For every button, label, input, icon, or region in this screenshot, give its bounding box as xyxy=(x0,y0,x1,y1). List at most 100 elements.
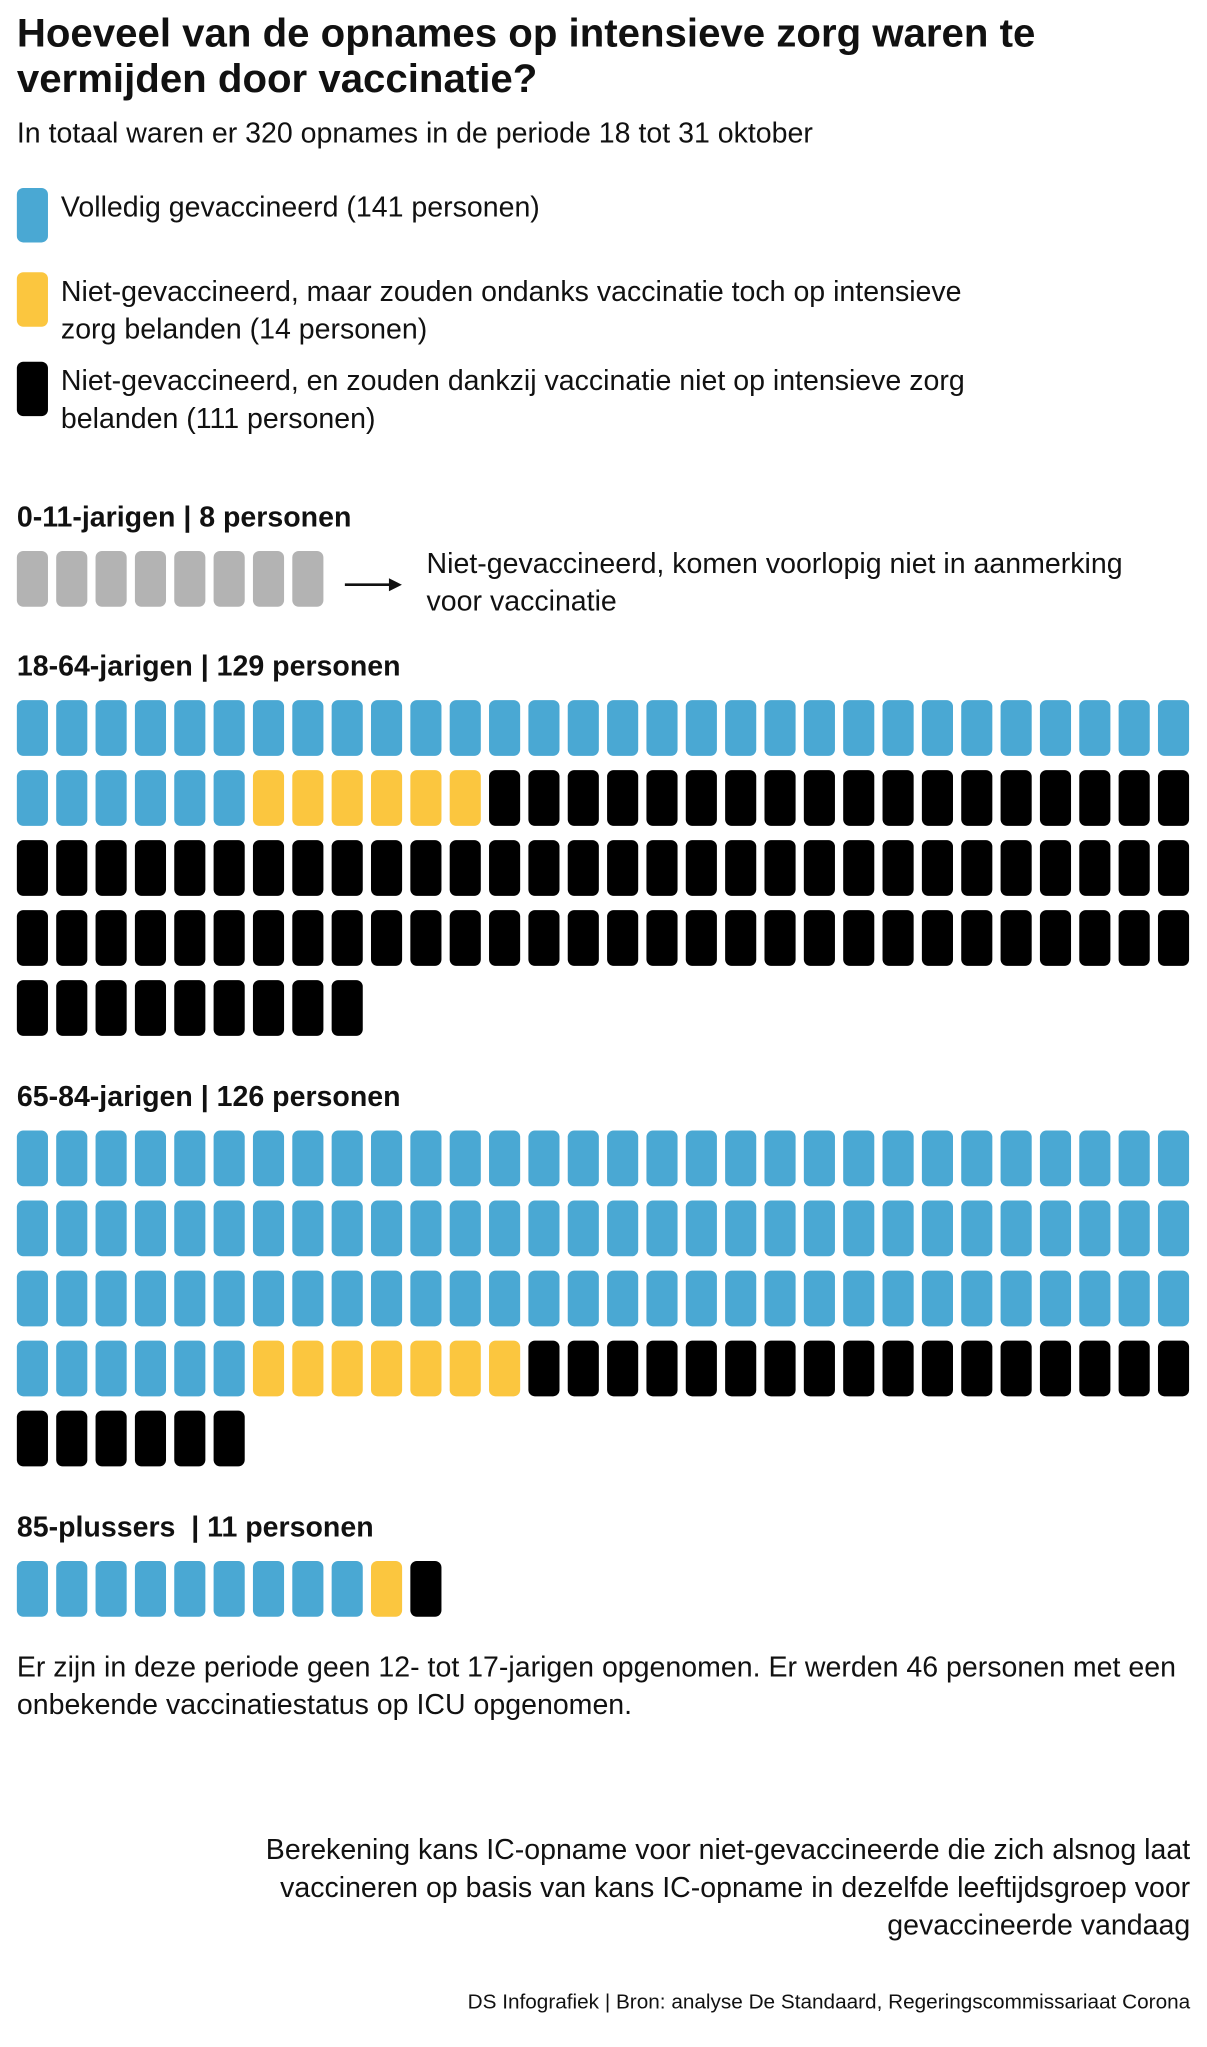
waffle-cell-85-plus-avoidable xyxy=(410,1560,442,1617)
waffle-cell-65-84-vaccinated xyxy=(292,1130,324,1187)
waffle-cell-65-84-avoidable xyxy=(725,1340,757,1397)
waffle-cell-18-64-vaccinated xyxy=(843,700,875,756)
waffle-cell-18-64-avoidable xyxy=(489,770,521,826)
waffle-cell-18-64-avoidable xyxy=(1118,840,1150,896)
waffle-cell-65-84-avoidable xyxy=(921,1340,953,1397)
waffle-cell-18-64-vaccinated xyxy=(646,700,678,756)
waffle-cell-18-64-avoidable xyxy=(213,910,245,966)
waffle-cell-18-64-avoidable xyxy=(370,840,403,896)
waffle-cell-18-64-avoidable xyxy=(1157,770,1190,826)
waffle-cell-65-84-vaccinated xyxy=(646,1130,678,1187)
waffle-cell-65-84-vaccinated xyxy=(174,1130,206,1187)
waffle-cell-18-64-avoidable xyxy=(803,770,835,826)
waffle-cell-65-84-avoidable xyxy=(646,1340,678,1397)
waffle-cell-65-84-vaccinated xyxy=(370,1200,403,1257)
waffle-cell-65-84-vaccinated xyxy=(56,1130,88,1187)
group-title-0-11: 0-11-jarigen | 8 personen xyxy=(16,500,352,533)
waffle-cell-0-11-not-eligible xyxy=(56,551,88,607)
waffle-cell-65-84-vaccinated xyxy=(882,1270,914,1327)
waffle-cell-18-64-avoidable xyxy=(292,980,324,1036)
waffle-cell-18-64-unavoidable xyxy=(252,770,285,826)
waffle-cell-18-64-avoidable xyxy=(134,980,167,1036)
waffle-cell-18-64-vaccinated xyxy=(95,700,127,756)
waffle-cell-85-plus-vaccinated xyxy=(16,1560,48,1617)
waffle-cell-65-84-vaccinated xyxy=(213,1340,245,1397)
waffle-cell-18-64-avoidable xyxy=(646,770,678,826)
waffle-cell-65-84-avoidable xyxy=(685,1340,717,1397)
waffle-cell-18-64-avoidable xyxy=(292,840,324,896)
waffle-cell-18-64-avoidable xyxy=(449,910,481,966)
waffle-cell-65-84-vaccinated xyxy=(1079,1270,1111,1327)
waffle-cell-65-84-unavoidable xyxy=(489,1340,521,1397)
waffle-cell-65-84-vaccinated xyxy=(843,1200,875,1257)
waffle-cell-65-84-avoidable xyxy=(1118,1340,1150,1397)
waffle-cell-18-64-avoidable xyxy=(213,840,245,896)
waffle-cell-65-84-vaccinated xyxy=(725,1200,757,1257)
waffle-cell-18-64-avoidable xyxy=(95,980,127,1036)
waffle-cell-65-84-vaccinated xyxy=(725,1130,757,1187)
waffle-cell-65-84-vaccinated xyxy=(764,1200,796,1257)
waffle-cell-65-84-vaccinated xyxy=(921,1130,953,1187)
waffle-cell-65-84-vaccinated xyxy=(174,1270,206,1327)
waffle-cell-18-64-avoidable xyxy=(882,770,914,826)
waffle-cell-18-64-avoidable xyxy=(95,910,127,966)
waffle-cell-65-84-avoidable xyxy=(567,1340,599,1397)
waffle-cell-18-64-avoidable xyxy=(961,840,993,896)
waffle-cell-65-84-vaccinated xyxy=(1039,1270,1072,1327)
waffle-cell-65-84-avoidable xyxy=(95,1410,127,1467)
waffle-cell-65-84-vaccinated xyxy=(1157,1270,1190,1327)
waffle-cell-18-64-vaccinated xyxy=(803,700,835,756)
waffle-cell-18-64-avoidable xyxy=(685,910,717,966)
waffle-cell-65-84-vaccinated xyxy=(803,1270,835,1327)
waffle-cell-18-64-avoidable xyxy=(607,840,639,896)
waffle-cell-18-64-avoidable xyxy=(16,980,48,1036)
waffle-cell-18-64-avoidable xyxy=(252,840,285,896)
waffle-cell-65-84-vaccinated xyxy=(1000,1270,1032,1327)
waffle-cell-85-plus-vaccinated xyxy=(95,1560,127,1617)
waffle-cell-18-64-vaccinated xyxy=(56,770,88,826)
waffle-cell-18-64-avoidable xyxy=(921,910,953,966)
methodology-note: Berekening kans IC-opname voor niet-geva… xyxy=(265,1833,1191,1941)
waffle-cell-18-64-avoidable xyxy=(1079,910,1111,966)
waffle-cell-0-11-not-eligible xyxy=(95,551,127,607)
waffle-cell-18-64-avoidable xyxy=(961,910,993,966)
waffle-cell-18-64-avoidable xyxy=(410,840,442,896)
waffle-cell-18-64-vaccinated xyxy=(213,700,245,756)
waffle-cell-65-84-vaccinated xyxy=(489,1200,521,1257)
waffle-cell-65-84-unavoidable xyxy=(370,1340,403,1397)
waffle-cell-18-64-avoidable xyxy=(292,910,324,966)
waffle-cell-18-64-avoidable xyxy=(331,910,363,966)
waffle-cell-65-84-vaccinated xyxy=(1118,1130,1150,1187)
waffle-cell-18-64-vaccinated xyxy=(174,770,206,826)
waffle-cell-18-64-avoidable xyxy=(567,910,599,966)
waffle-cell-65-84-avoidable xyxy=(1000,1340,1032,1397)
waffle-cell-18-64-vaccinated xyxy=(961,700,993,756)
waffle-cell-65-84-vaccinated xyxy=(134,1130,167,1187)
waffle-cell-0-11-not-eligible xyxy=(213,551,245,607)
waffle-cell-65-84-vaccinated xyxy=(961,1130,993,1187)
chart-subtitle: In totaal waren er 320 opnames in de per… xyxy=(16,116,813,150)
waffle-cell-18-64-avoidable xyxy=(567,770,599,826)
waffle-cell-18-64-avoidable xyxy=(725,770,757,826)
waffle-cell-18-64-unavoidable xyxy=(410,770,442,826)
waffle-cell-65-84-vaccinated xyxy=(528,1130,560,1187)
waffle-cell-65-84-vaccinated xyxy=(1079,1130,1111,1187)
waffle-cell-65-84-vaccinated xyxy=(56,1200,88,1257)
waffle-cell-85-plus-vaccinated xyxy=(56,1560,88,1617)
waffle-cell-65-84-vaccinated xyxy=(1118,1270,1150,1327)
waffle-cell-65-84-unavoidable xyxy=(449,1340,481,1397)
waffle-cell-18-64-avoidable xyxy=(528,910,560,966)
waffle-cell-18-64-avoidable xyxy=(410,910,442,966)
waffle-cell-18-64-vaccinated xyxy=(331,700,363,756)
waffle-cell-65-84-vaccinated xyxy=(528,1270,560,1327)
waffle-cell-18-64-vaccinated xyxy=(528,700,560,756)
waffle-cell-65-84-avoidable xyxy=(1157,1340,1190,1397)
waffle-cell-65-84-vaccinated xyxy=(528,1200,560,1257)
waffle-cell-65-84-vaccinated xyxy=(213,1270,245,1327)
legend-label-avoidable: Niet-gevaccineerd, en zouden dankzij vac… xyxy=(60,364,965,435)
waffle-cell-18-64-avoidable xyxy=(1157,910,1190,966)
waffle-cell-65-84-vaccinated xyxy=(410,1130,442,1187)
waffle-cell-85-plus-unavoidable xyxy=(370,1560,403,1617)
legend-item-avoidable: Niet-gevaccineerd, en zouden dankzij vac… xyxy=(16,361,969,437)
waffle-cell-65-84-vaccinated xyxy=(134,1200,167,1257)
